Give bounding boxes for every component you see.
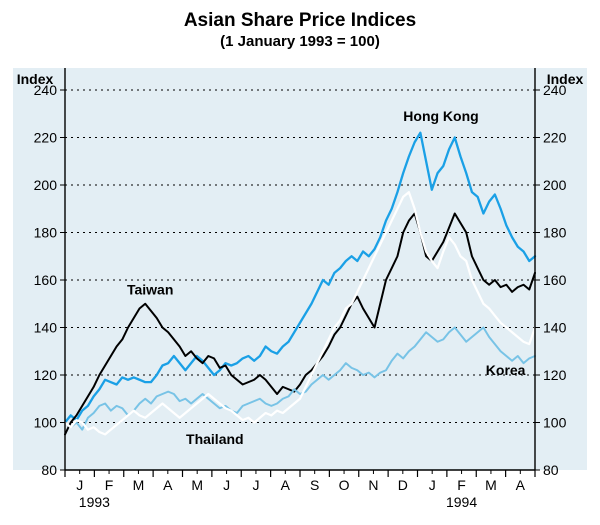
y-tick-label-right: 240 <box>543 82 567 98</box>
x-tick-label: N <box>368 477 378 493</box>
chart-subtitle: (1 January 1993 = 100) <box>220 33 380 50</box>
y-tick-label-left: 180 <box>34 225 58 241</box>
y-tick-label-left: 200 <box>34 177 58 193</box>
y-tick-label-right: 160 <box>543 272 567 288</box>
y-tick-label-left: 120 <box>34 367 58 383</box>
x-tick-label: F <box>457 477 466 493</box>
y-tick-label-right: 100 <box>543 415 567 431</box>
x-tick-label: A <box>281 477 291 493</box>
y-tick-label-left: 140 <box>34 320 58 336</box>
y-tick-label-left: 100 <box>34 415 58 431</box>
x-tick-label: J <box>76 477 83 493</box>
chart-svg: Asian Share Price Indices (1 January 1993… <box>0 0 600 525</box>
series-label: Thailand <box>186 431 244 447</box>
x-tick-label: A <box>163 477 173 493</box>
x-tick-label: D <box>398 477 408 493</box>
chart-title: Asian Share Price Indices <box>184 10 416 31</box>
x-tick-label: M <box>191 477 203 493</box>
x-tick-label: M <box>133 477 145 493</box>
x-tick-label: M <box>485 477 497 493</box>
y-tick-label-right: 80 <box>543 462 559 478</box>
x-tick-label: A <box>516 477 526 493</box>
y-tick-label-right: 200 <box>543 177 567 193</box>
x-tick-label: F <box>105 477 114 493</box>
x-tick-label: O <box>339 477 350 493</box>
y-tick-label-left: 220 <box>34 130 58 146</box>
y-tick-label-right: 220 <box>543 130 567 146</box>
series-label: Taiwan <box>127 281 173 297</box>
y-tick-label-right: 140 <box>543 320 567 336</box>
y-tick-label-left: 80 <box>41 462 57 478</box>
x-year-label: 1994 <box>446 494 477 510</box>
x-tick-label: J <box>223 477 230 493</box>
x-tick-label: J <box>252 477 259 493</box>
x-year-label: 1993 <box>79 494 110 510</box>
series-label: Hong Kong <box>403 108 478 124</box>
series-label: Korea <box>486 362 526 378</box>
chart-container: Asian Share Price Indices (1 January 1993… <box>0 0 600 525</box>
y-tick-label-right: 180 <box>543 225 567 241</box>
x-tick-label: S <box>310 477 319 493</box>
y-tick-label-left: 160 <box>34 272 58 288</box>
y-tick-label-right: 120 <box>543 367 567 383</box>
y-tick-label-left: 240 <box>34 82 58 98</box>
x-tick-label: J <box>429 477 436 493</box>
